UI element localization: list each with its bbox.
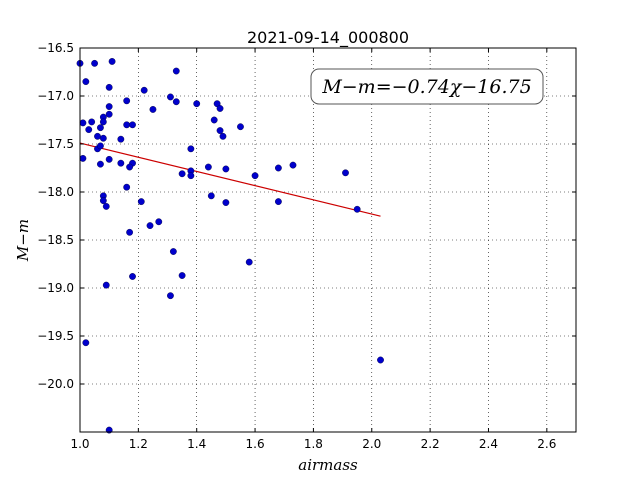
data-point — [82, 78, 90, 86]
y-tick-label: −16.5 — [37, 41, 74, 55]
x-tick-label: 2.4 — [479, 437, 498, 451]
ticks: 1.0 1.2 1.4 1.6 1.8 2.0 2.2 2.4 2.6 −16.5 −17.0 −17… — [37, 41, 576, 451]
x-tick-label: 1.6 — [246, 437, 265, 451]
x-tick-label: 1.2 — [129, 437, 148, 451]
data-point — [377, 356, 384, 364]
data-point — [187, 145, 195, 153]
data-point — [126, 163, 134, 171]
data-point — [167, 292, 174, 300]
data-point — [105, 110, 113, 118]
data-point — [172, 98, 180, 106]
data-point — [251, 172, 259, 180]
data-point — [172, 67, 180, 75]
data-point — [85, 126, 93, 134]
data-point — [105, 103, 113, 110]
data-point — [82, 339, 90, 347]
y-tick-label: −19.5 — [37, 329, 74, 343]
chart-title: 2021-09-14_000800 — [247, 28, 409, 48]
x-tick-label: 2.2 — [421, 437, 440, 451]
data-point — [219, 132, 227, 140]
data-point — [146, 222, 154, 230]
data-point — [99, 118, 107, 126]
data-point — [102, 202, 110, 210]
data-point — [117, 135, 125, 143]
x-tick-label: 2.0 — [362, 437, 381, 451]
x-tick-label: 1.0 — [70, 437, 89, 451]
y-tick-label: −18.0 — [37, 185, 74, 199]
data-point — [216, 127, 224, 134]
data-point — [126, 228, 134, 236]
data-point — [193, 100, 201, 108]
x-tick-label: 1.4 — [187, 437, 206, 451]
data-point — [222, 165, 230, 173]
data-point — [123, 97, 131, 105]
data-point — [97, 142, 104, 150]
y-tick-label: −18.5 — [37, 233, 74, 247]
data-point — [167, 93, 174, 101]
data-point — [123, 183, 131, 191]
data-point — [129, 121, 136, 129]
data-point — [137, 198, 145, 206]
x-tick-label: 2.6 — [537, 437, 556, 451]
fit-annotation: M−m=−0.74χ−16.75 — [310, 68, 544, 105]
y-tick-label: −17.0 — [37, 89, 74, 103]
fit-line-layer — [79, 142, 381, 217]
x-axis-label: airmass — [298, 456, 358, 474]
y-tick-label: −20.0 — [37, 377, 74, 391]
data-point — [88, 118, 96, 126]
data-point — [99, 134, 107, 142]
data-point — [187, 172, 195, 180]
points-layer — [76, 58, 384, 434]
y-tick-label: −17.5 — [37, 137, 74, 151]
data-point — [105, 83, 113, 91]
data-point — [245, 258, 253, 266]
data-point — [274, 164, 282, 172]
data-point — [210, 116, 218, 124]
data-point — [108, 58, 116, 65]
data-point — [274, 198, 282, 206]
data-point — [79, 119, 87, 127]
data-point — [216, 105, 224, 112]
data-point — [342, 169, 349, 177]
annotation-box — [310, 68, 544, 105]
data-point — [79, 154, 87, 162]
data-point — [105, 155, 113, 163]
data-point — [97, 124, 104, 132]
data-point — [155, 218, 163, 226]
data-point — [140, 86, 148, 94]
data-point — [178, 170, 186, 178]
data-point — [353, 205, 361, 213]
data-point — [237, 123, 244, 131]
data-point — [207, 192, 215, 200]
y-axis-label: M−m — [14, 219, 32, 262]
data-point — [102, 281, 110, 289]
data-point — [289, 161, 297, 169]
data-point — [97, 160, 104, 168]
data-point — [169, 248, 177, 255]
data-point — [178, 272, 186, 279]
data-point — [149, 106, 157, 113]
data-point — [99, 197, 107, 205]
fit-line — [79, 142, 381, 217]
data-point — [204, 163, 212, 171]
x-tick-label: 1.8 — [304, 437, 323, 451]
data-point — [123, 121, 131, 129]
data-point — [222, 199, 230, 206]
annotation-text: M−m=−0.74χ−16.75 — [321, 76, 531, 98]
data-point — [94, 132, 101, 140]
data-point — [129, 273, 136, 280]
data-point — [91, 59, 98, 67]
y-tick-label: −19.0 — [37, 281, 74, 295]
data-point — [117, 159, 125, 167]
